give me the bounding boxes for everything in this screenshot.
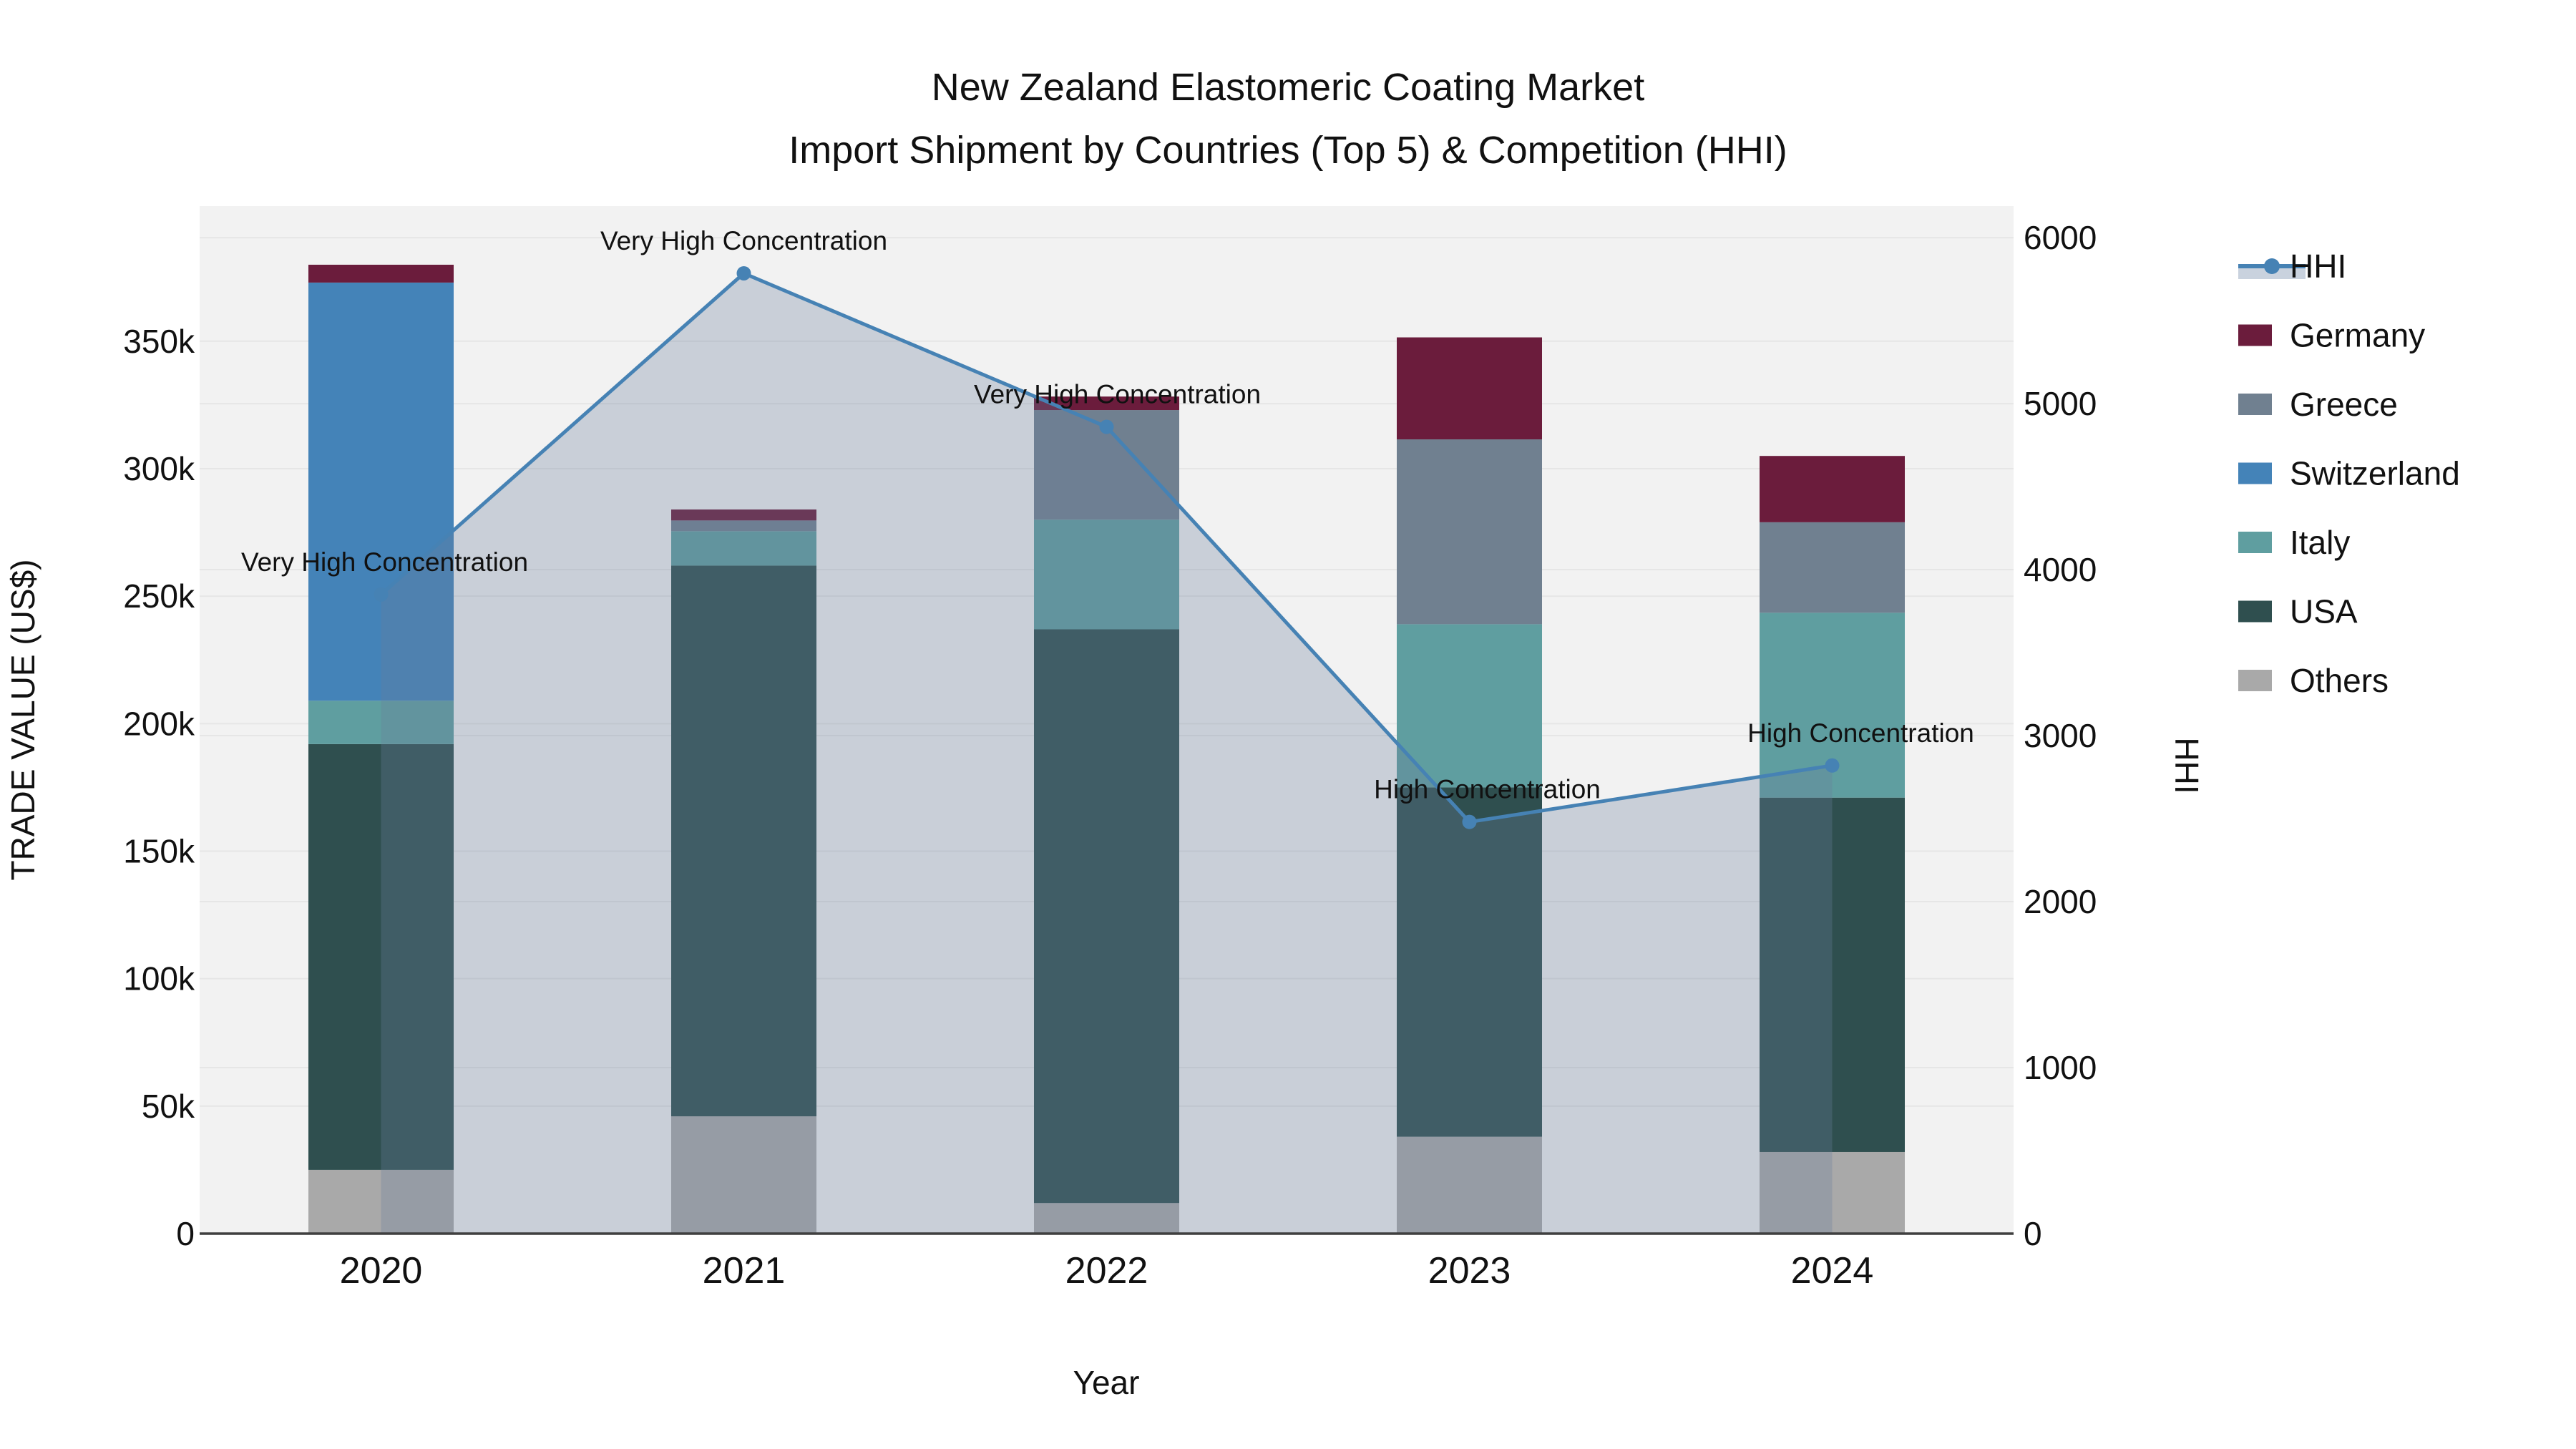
y-right-tick-labels: 0 1000 2000 3000 4000 5000 6000 [2024,219,2097,1252]
y-right-tick-4000: 4000 [2024,551,2097,588]
y-left-axis-title: TRADE VALUE (US$) [4,559,42,880]
bar-segment-others-2023[interactable] [1397,1136,1542,1234]
legend-item-switzerland[interactable]: Switzerland [2238,455,2460,492]
legend-label-italy: Italy [2290,524,2350,561]
legend-label-germany: Germany [2290,317,2425,354]
legend-item-hhi[interactable]: HHI [2238,248,2346,285]
annotation-2023: High Concentration [1374,775,1601,804]
y-right-tick-3000: 3000 [2024,717,2097,754]
hhi-marker-2022[interactable] [1099,419,1114,434]
legend-swatch-switzerland [2238,462,2272,484]
bar-segment-germany-2024[interactable] [1760,456,1905,522]
legend-label-others: Others [2290,662,2389,699]
bar-segment-italy-2020[interactable] [308,701,454,744]
x-tick-2023: 2023 [1428,1250,1511,1292]
bar-segment-usa-2020[interactable] [308,743,454,1170]
y-left-tick-labels: 0 50k 100k 150k 200k 250k 300k 350k [123,323,195,1252]
y-left-tick-0: 0 [176,1215,195,1252]
bar-segment-usa-2023[interactable] [1397,787,1542,1137]
hhi-line-layer [374,265,1840,829]
y-left-tick-150k: 150k [123,833,195,870]
legend-label-hhi: HHI [2290,248,2346,285]
legend: HHI Germany Greece Switzerland Italy USA Other… [2238,248,2460,699]
y-left-tick-350k: 350k [123,323,195,360]
bar-segment-italy-2021[interactable] [671,531,816,566]
y-right-tick-2000: 2000 [2024,883,2097,920]
y-right-axis-title: HHI [2168,737,2205,794]
y-right-tick-1000: 1000 [2024,1049,2097,1086]
y-right-tick-0: 0 [2024,1215,2042,1252]
y-left-tick-100k: 100k [123,960,195,997]
legend-item-others[interactable]: Others [2238,662,2389,699]
y-right-tick-6000: 6000 [2024,219,2097,256]
hhi-marker-2024[interactable] [1825,758,1840,773]
legend-swatch-greece [2238,394,2272,415]
legend-item-greece[interactable]: Greece [2238,386,2398,423]
bar-segment-switzerland-2020[interactable] [308,282,454,701]
hhi-marker-2020[interactable] [374,587,389,602]
bar-segment-greece-2023[interactable] [1397,439,1542,625]
bar-segment-others-2021[interactable] [671,1116,816,1234]
y-left-tick-200k: 200k [123,705,195,742]
annotations: Very High Concentration Very High Concent… [241,226,1974,804]
bar-segment-germany-2021[interactable] [671,509,816,521]
x-tick-labels: 2020 2021 2022 2023 2024 [340,1250,1874,1292]
legend-item-germany[interactable]: Germany [2238,317,2425,354]
bar-segment-italy-2022[interactable] [1034,519,1179,630]
bar-segment-others-2022[interactable] [1034,1203,1179,1234]
chart-title-line2: Import Shipment by Countries (Top 5) & C… [789,129,1787,172]
bar-segment-germany-2020[interactable] [308,264,454,283]
bar-segment-usa-2021[interactable] [671,565,816,1117]
x-tick-2024: 2024 [1791,1250,1874,1292]
y-right-tick-5000: 5000 [2024,385,2097,422]
bar-segment-greece-2021[interactable] [671,520,816,532]
legend-item-usa[interactable]: USA [2238,593,2358,630]
hhi-marker-2021[interactable] [736,265,751,280]
annotation-2022: Very High Concentration [974,380,1261,409]
y-left-tick-50k: 50k [142,1088,195,1125]
annotation-2024: High Concentration [1747,718,1974,748]
bar-segment-usa-2024[interactable] [1760,797,1905,1152]
y-left-tick-300k: 300k [123,450,195,487]
legend-swatch-germany [2238,324,2272,346]
annotation-2020: Very High Concentration [241,547,528,577]
x-tick-2020: 2020 [340,1250,423,1292]
legend-swatch-usa [2238,600,2272,623]
hhi-area-fill [381,273,1833,1234]
y-left-tick-250k: 250k [123,577,195,615]
bar-segment-others-2024[interactable] [1760,1151,1905,1234]
legend-label-switzerland: Switzerland [2290,455,2460,492]
hhi-marker-2023[interactable] [1462,814,1477,829]
hhi-legend-marker-icon [2264,258,2280,274]
x-tick-2021: 2021 [703,1250,786,1292]
legend-label-greece: Greece [2290,386,2398,423]
hhi-area [381,273,1833,1234]
bar-segment-germany-2022[interactable] [1034,396,1179,411]
bar-segment-usa-2022[interactable] [1034,629,1179,1204]
legend-swatch-others [2238,670,2272,691]
annotation-2021: Very High Concentration [600,226,887,255]
chart-title-line1: New Zealand Elastomeric Coating Market [932,66,1644,109]
legend-label-usa: USA [2290,593,2358,630]
bar-segment-others-2020[interactable] [308,1169,454,1234]
x-axis-title: Year [1073,1364,1140,1401]
bar-segment-germany-2023[interactable] [1397,337,1542,440]
stacked-bars [308,264,1905,1234]
bar-segment-italy-2023[interactable] [1397,624,1542,788]
x-tick-2022: 2022 [1065,1250,1148,1292]
legend-swatch-italy [2238,532,2272,553]
bar-segment-greece-2024[interactable] [1760,522,1905,613]
legend-item-italy[interactable]: Italy [2238,524,2350,561]
